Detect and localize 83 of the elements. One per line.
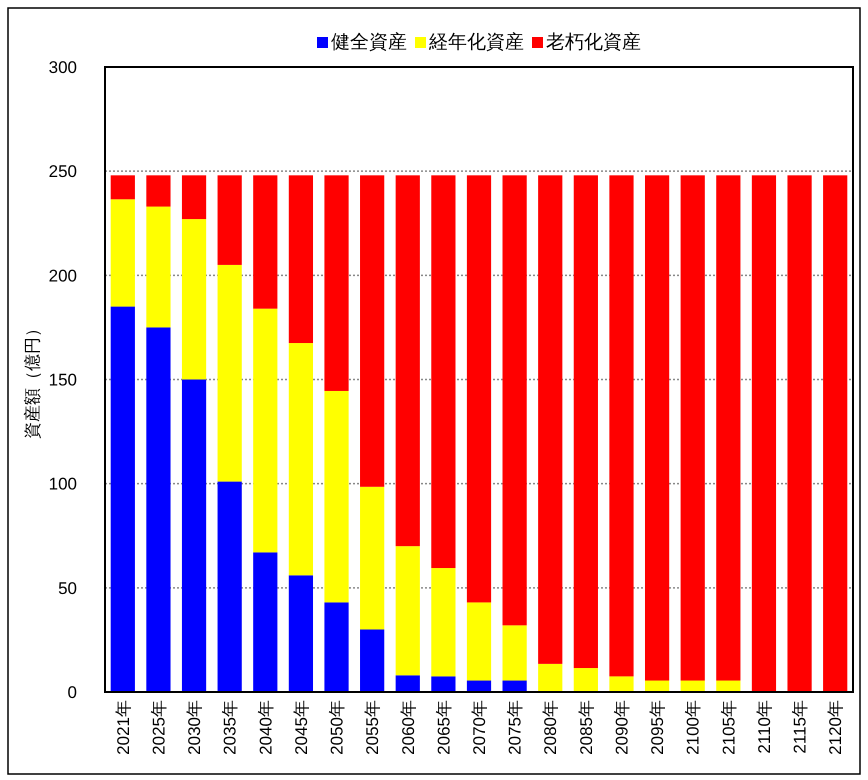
bar [466, 175, 492, 602]
bar [609, 676, 634, 692]
bar [502, 680, 527, 692]
y-tick-label: 200 [48, 266, 77, 286]
x-tick-label: 2030年 [185, 700, 204, 755]
bar [538, 664, 562, 692]
x-tick-label: 2060年 [398, 700, 418, 755]
x-tick-label: 2105年 [719, 700, 738, 755]
bar [146, 327, 171, 692]
x-tick-label: 2100年 [684, 700, 703, 755]
y-axis-title: 資産額（億円） [23, 320, 42, 439]
bar [716, 175, 740, 681]
bar [787, 175, 812, 692]
bar [431, 175, 456, 568]
x-tick-label: 2095年 [648, 700, 668, 755]
y-tick-label: 50 [58, 578, 77, 598]
bar [288, 575, 314, 692]
bar [431, 676, 456, 692]
x-tick-label: 2040年 [256, 700, 276, 755]
bar [644, 680, 670, 692]
x-tick-label: 2085年 [576, 700, 596, 755]
x-tick-label: 2075年 [506, 700, 525, 755]
x-tick-label: 2021年 [114, 700, 133, 755]
legend-label: 老朽化資産 [546, 31, 641, 53]
bar [288, 175, 314, 344]
bar [360, 175, 384, 487]
bar [538, 175, 562, 664]
bar [146, 175, 171, 207]
bar [182, 219, 206, 380]
bar [324, 175, 349, 391]
bar [110, 199, 135, 307]
bar [680, 175, 705, 681]
x-tick-label: 2080年 [541, 700, 560, 755]
bar [574, 668, 598, 692]
bar [680, 680, 705, 692]
bar [396, 675, 420, 692]
bar [502, 175, 527, 626]
x-tick-label: 2035年 [220, 700, 240, 755]
bar [752, 175, 776, 692]
bar [110, 306, 135, 692]
bar [110, 175, 135, 200]
x-tick-label: 2070年 [470, 700, 489, 755]
bar [396, 546, 420, 676]
bar [253, 552, 278, 692]
x-tick-label: 2055年 [363, 700, 382, 755]
bar [218, 264, 242, 482]
bar [146, 206, 171, 328]
bar [466, 680, 492, 692]
bar [466, 602, 492, 681]
bar [253, 308, 278, 552]
bar [360, 630, 384, 692]
bar [324, 390, 349, 602]
y-tick-label: 300 [48, 58, 77, 77]
x-tick-label: 2050年 [328, 700, 347, 755]
legend-label: 健全資産 [331, 31, 407, 53]
x-tick-label: 2090年 [612, 700, 632, 755]
y-tick-label: 250 [48, 162, 77, 182]
x-tick-label: 2110年 [754, 700, 774, 754]
x-tick-label: 2045年 [292, 700, 311, 755]
bar [324, 602, 349, 692]
bar [253, 175, 278, 309]
bar [182, 380, 206, 692]
x-tick-label: 2025年 [149, 700, 168, 755]
bar [288, 343, 314, 576]
bar [431, 568, 456, 676]
bar [396, 175, 420, 546]
y-tick-label: 0 [68, 683, 77, 702]
bar [218, 482, 242, 692]
y-tick-label: 150 [48, 370, 77, 390]
bar [644, 175, 670, 681]
bar [609, 175, 634, 676]
bar [574, 175, 598, 668]
bar [218, 175, 242, 265]
bar [502, 625, 527, 681]
y-tick-label: 100 [48, 474, 77, 494]
bar [182, 175, 206, 220]
x-tick-label: 2065年 [434, 700, 454, 755]
bar [360, 486, 384, 630]
bar [716, 680, 740, 692]
x-tick-label: 2120年 [826, 700, 846, 755]
bar [823, 175, 848, 692]
legend-label: 経年化資産 [428, 31, 524, 53]
x-tick-label: 2115年 [790, 700, 810, 754]
